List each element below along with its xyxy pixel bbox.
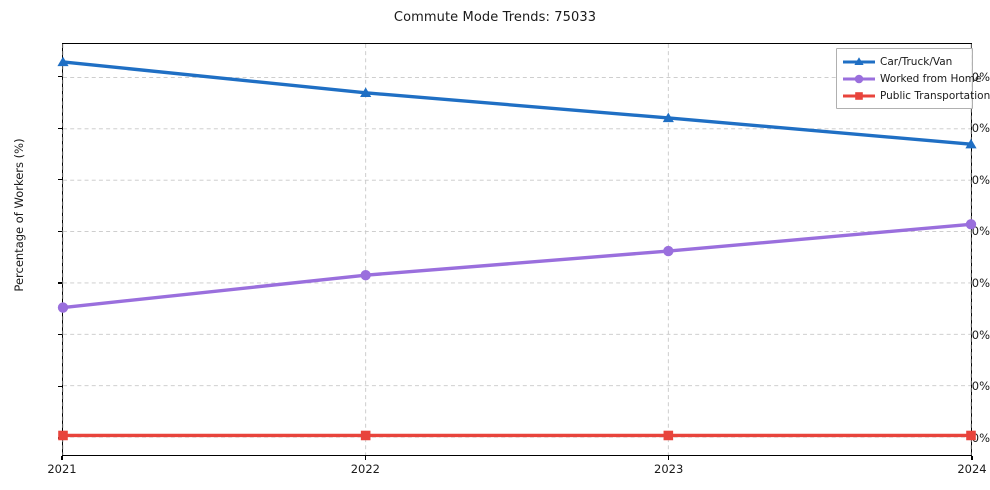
line-marker-circle-icon bbox=[842, 71, 876, 87]
line-marker-square-icon bbox=[842, 88, 876, 104]
chart-legend: Car/Truck/Van Worked from Home Public Tr… bbox=[836, 48, 990, 109]
legend-item-car[interactable]: Car/Truck/Van bbox=[842, 53, 967, 70]
plot-svg bbox=[57, 44, 977, 455]
x-tick-label: 2022 bbox=[350, 462, 380, 476]
x-tick-label: 2024 bbox=[957, 462, 987, 476]
x-tick-mark bbox=[668, 456, 670, 460]
legend-label-transit: Public Transportation bbox=[880, 89, 990, 102]
x-tick-mark bbox=[61, 456, 63, 460]
y-axis-label: Percentage of Workers (%) bbox=[12, 138, 26, 292]
x-tick-mark bbox=[364, 456, 366, 460]
series-circle bbox=[57, 219, 977, 313]
legend-item-home[interactable]: Worked from Home bbox=[842, 70, 981, 87]
chart-title: Commute Mode Trends: 75033 bbox=[393, 10, 597, 25]
x-tick-mark bbox=[971, 456, 973, 460]
legend-label-home: Worked from Home bbox=[880, 72, 982, 85]
x-tick-label: 2021 bbox=[47, 462, 77, 476]
plot-area bbox=[57, 43, 977, 456]
series-square bbox=[58, 430, 976, 441]
series-triangle bbox=[57, 56, 977, 149]
legend-label-car: Car/Truck/Van bbox=[880, 55, 953, 68]
legend-item-transit[interactable]: Public Transportation bbox=[842, 87, 990, 104]
line-marker-triangle-icon bbox=[842, 54, 876, 70]
x-tick-label: 2023 bbox=[654, 462, 684, 476]
